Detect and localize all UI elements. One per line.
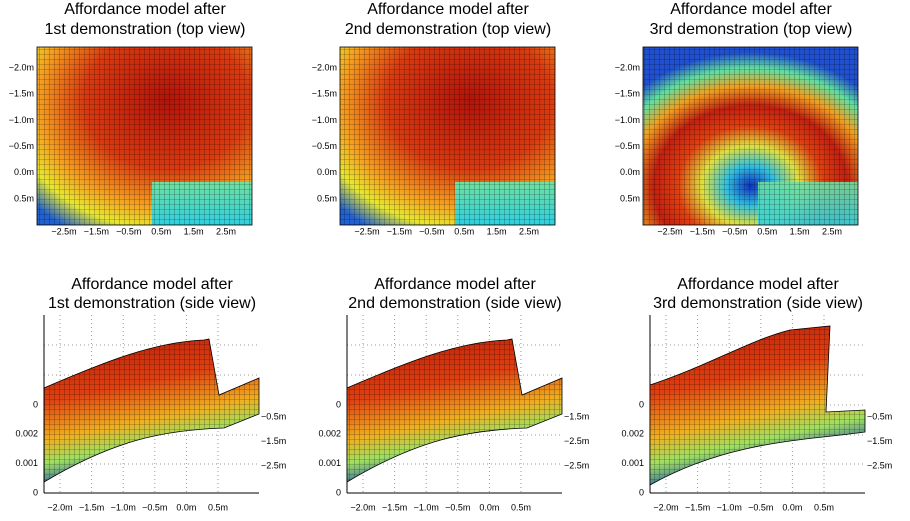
z-tick-label: 0 <box>336 487 341 497</box>
x-tick-label: −2.5m <box>657 226 682 236</box>
z-tick-label: 0.001 <box>621 458 644 468</box>
panel-title: 2nd demonstration (side view) <box>348 295 561 312</box>
panel-title: Affordance model after <box>71 276 233 293</box>
x-tick-label: −1.5m <box>387 226 412 236</box>
y-tick-label: −0.5m <box>312 141 337 151</box>
y-tick-label: 0.0m <box>317 167 337 177</box>
x-tick-label: 0.5m <box>757 226 777 236</box>
x-tick-label: 1.5m <box>184 226 204 236</box>
side-tick-label: −2.5m <box>261 460 286 470</box>
x-tick-label: 2.5m <box>216 226 236 236</box>
x-tick-label: −1.5m <box>382 502 407 512</box>
x-tick-label: −1.5m <box>685 502 710 512</box>
side-tick-label: −1.5m <box>867 436 892 446</box>
y-tick-label: −2.0m <box>9 62 34 72</box>
x-tick-label: −1.5m <box>79 502 104 512</box>
y-tick-label: 0.5m <box>620 193 640 203</box>
x-tick-label: 0.5m <box>814 502 834 512</box>
panel-title: Affordance model after <box>64 1 226 18</box>
surface-mesh <box>649 325 866 486</box>
panel-title: Affordance model after <box>670 1 832 18</box>
y-tick-label: −0.5m <box>615 141 640 151</box>
x-tick-label: −0.5m <box>748 502 773 512</box>
panel-title: Affordance model after <box>374 276 536 293</box>
x-tick-label: −1.0m <box>717 502 742 512</box>
side-tick-label: −0.5m <box>261 411 286 421</box>
x-tick-label: 0.5m <box>151 226 171 236</box>
side-tick-label: −2.5m <box>564 436 589 446</box>
panel-title: 1st demonstration (top view) <box>45 21 246 38</box>
side-tick-label: −1.5m <box>564 411 589 421</box>
side-tick-label: −0.5m <box>867 411 892 421</box>
surface-mesh <box>346 338 563 483</box>
x-tick-label: −0.5m <box>445 502 470 512</box>
x-tick-label: −2.0m <box>47 502 72 512</box>
x-tick-label: 0.5m <box>511 502 531 512</box>
y-tick-label: −1.0m <box>312 115 337 125</box>
x-tick-label: 0.0m <box>782 502 802 512</box>
z-tick-label: 0 <box>33 487 38 497</box>
x-tick-label: 0.0m <box>479 502 499 512</box>
x-tick-label: −0.5m <box>116 226 141 236</box>
panel-title: Affordance model after <box>367 1 529 18</box>
panel-title: 1st demonstration (side view) <box>48 295 256 312</box>
y-tick-label: 0.0m <box>620 167 640 177</box>
y-tick-label: −1.0m <box>615 115 640 125</box>
x-tick-label: −2.5m <box>51 226 76 236</box>
x-tick-label: −2.0m <box>350 502 375 512</box>
side-tick-label: −2.5m <box>564 460 589 470</box>
z-tick-label: 0 <box>639 399 644 409</box>
mesh <box>642 46 859 226</box>
surface-mesh <box>43 338 260 483</box>
y-tick-label: −1.5m <box>9 89 34 99</box>
x-tick-label: −2.5m <box>354 226 379 236</box>
y-tick-label: −2.0m <box>615 62 640 72</box>
side-tick-label: −2.5m <box>867 460 892 470</box>
y-tick-label: −1.0m <box>9 115 34 125</box>
z-tick-label: 0.001 <box>318 458 341 468</box>
y-tick-label: 0.0m <box>14 167 34 177</box>
x-tick-label: 0.5m <box>454 226 474 236</box>
x-tick-label: −1.0m <box>414 502 439 512</box>
z-tick-label: 0 <box>33 399 38 409</box>
y-tick-label: 0.5m <box>14 193 34 203</box>
panel-title: 3rd demonstration (side view) <box>653 295 863 312</box>
z-tick-label: 0.002 <box>621 429 644 439</box>
panel-title: 3rd demonstration (top view) <box>650 21 853 38</box>
x-tick-label: −0.5m <box>722 226 747 236</box>
mesh <box>36 46 253 226</box>
x-tick-label: 0.5m <box>208 502 228 512</box>
x-tick-label: 0.0m <box>176 502 196 512</box>
z-tick-label: 0 <box>639 487 644 497</box>
y-tick-label: −1.5m <box>312 89 337 99</box>
x-tick-label: 2.5m <box>519 226 539 236</box>
x-tick-label: −1.5m <box>690 226 715 236</box>
z-tick-label: 0 <box>336 399 341 409</box>
panel-title: 2nd demonstration (top view) <box>345 21 551 38</box>
x-tick-label: −1.0m <box>111 502 136 512</box>
x-tick-label: −1.5m <box>84 226 109 236</box>
mesh <box>339 46 556 226</box>
x-tick-label: −0.5m <box>419 226 444 236</box>
z-tick-label: 0.002 <box>15 429 38 439</box>
x-tick-label: −2.0m <box>653 502 678 512</box>
y-tick-label: −2.0m <box>312 62 337 72</box>
x-tick-label: 2.5m <box>822 226 842 236</box>
x-tick-label: −0.5m <box>142 502 167 512</box>
z-tick-label: 0.002 <box>318 429 341 439</box>
x-tick-label: 1.5m <box>790 226 810 236</box>
x-tick-label: 1.5m <box>487 226 507 236</box>
side-tick-label: −1.5m <box>261 436 286 446</box>
y-tick-label: 0.5m <box>317 193 337 203</box>
y-tick-label: −1.5m <box>615 89 640 99</box>
z-tick-label: 0.001 <box>15 458 38 468</box>
y-tick-label: −0.5m <box>9 141 34 151</box>
panel-title: Affordance model after <box>677 276 839 293</box>
